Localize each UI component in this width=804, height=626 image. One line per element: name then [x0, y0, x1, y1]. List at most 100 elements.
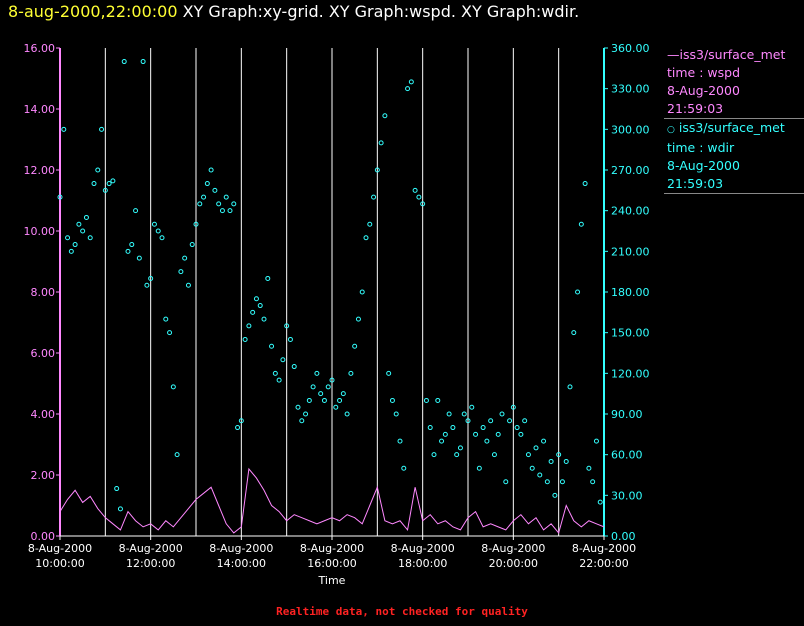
- wdir-data-point: [117, 506, 123, 512]
- left-y-tick-label: 4.00: [31, 408, 56, 421]
- wdir-data-point: [495, 431, 501, 437]
- wdir-data-point: [571, 330, 577, 336]
- wdir-data-point: [106, 181, 112, 187]
- wdir-data-point: [510, 404, 516, 410]
- x-tick-time-label: 12:00:00: [126, 557, 175, 570]
- wdir-data-point: [525, 452, 531, 458]
- legend-series-circle: ○ iss3/surface_met: [667, 119, 804, 139]
- circle-icon: ○: [667, 125, 675, 135]
- wdir-data-point: [393, 411, 399, 417]
- wdir-data-point: [514, 425, 520, 431]
- wdir-data-point: [212, 187, 218, 193]
- wdir-data-point: [507, 418, 513, 424]
- wdir-data-point: [257, 303, 263, 309]
- wdir-data-point: [253, 296, 259, 302]
- x-tick-time-label: 14:00:00: [217, 557, 266, 570]
- legend-time: 21:59:03: [667, 101, 724, 116]
- legend-series-line: —iss3/surface_met: [667, 47, 786, 62]
- title-timestamp: 8-aug-2000,22:00:00: [8, 2, 178, 21]
- wdir-data-point: [469, 404, 475, 410]
- left-y-tick-label: 8.00: [31, 286, 56, 299]
- wdir-data-point: [386, 370, 392, 376]
- wdir-data-point: [57, 194, 63, 200]
- wdir-data-point: [559, 479, 565, 485]
- left-y-tick-label: 10.00: [24, 225, 56, 238]
- wdir-data-point: [537, 472, 543, 478]
- wdir-data-point: [223, 194, 229, 200]
- right-y-tick-label: 270.00: [611, 164, 650, 177]
- x-tick-date-label: 8-Aug-2000: [391, 542, 455, 555]
- wdir-data-point: [80, 228, 86, 234]
- wdir-data-point: [329, 377, 335, 383]
- wdir-data-point: [242, 336, 248, 342]
- wdir-data-point: [446, 411, 452, 417]
- x-tick-time-label: 18:00:00: [398, 557, 447, 570]
- legend-series-name: iss3/surface_met: [679, 47, 786, 62]
- title-graph-list: XY Graph:xy-grid. XY Graph:wspd. XY Grap…: [182, 2, 580, 21]
- wdir-data-point: [544, 479, 550, 485]
- wdir-data-point: [129, 242, 135, 248]
- wdir-data-point: [348, 370, 354, 376]
- wdir-data-point: [397, 438, 403, 444]
- wdir-data-point: [125, 248, 131, 254]
- wdir-data-point: [72, 242, 78, 248]
- wdir-data-point: [87, 235, 93, 241]
- wdir-data-point: [155, 228, 161, 234]
- wdir-data-point: [136, 255, 142, 261]
- wdir-data-point: [284, 323, 290, 329]
- wdir-data-point: [197, 201, 203, 207]
- wdir-data-point: [378, 140, 384, 146]
- wdir-data-point: [163, 316, 169, 322]
- wdir-data-point: [401, 465, 407, 471]
- wdir-data-point: [590, 479, 596, 485]
- wdir-data-point: [91, 181, 97, 187]
- wdir-data-point: [582, 181, 588, 187]
- wdir-data-point: [208, 167, 214, 173]
- wdir-data-point: [439, 438, 445, 444]
- wdir-data-point: [314, 370, 320, 376]
- wdir-data-point: [310, 384, 316, 390]
- wdir-data-point: [503, 479, 509, 485]
- wdir-data-point: [593, 438, 599, 444]
- wdir-data-point: [476, 465, 482, 471]
- wdir-data-point: [355, 316, 361, 322]
- wdir-data-point: [427, 425, 433, 431]
- wdir-data-point: [457, 445, 463, 451]
- wdir-data-point: [227, 208, 233, 214]
- wdir-data-point: [201, 194, 207, 200]
- right-y-tick-label: 360.00: [611, 42, 650, 55]
- x-tick-date-label: 8-Aug-2000: [209, 542, 273, 555]
- wdir-data-point: [189, 242, 195, 248]
- wdir-data-point: [556, 452, 562, 458]
- wdir-data-point: [99, 126, 105, 132]
- wdir-data-point: [442, 431, 448, 437]
- x-tick-time-label: 10:00:00: [35, 557, 84, 570]
- wdir-data-point: [389, 397, 395, 403]
- wdir-data-point: [170, 384, 176, 390]
- wdir-data-point: [408, 79, 414, 85]
- wdir-data-point: [423, 397, 429, 403]
- wdir-data-point: [563, 458, 569, 464]
- wdir-data-point: [276, 377, 282, 383]
- wdir-data-point: [167, 330, 173, 336]
- wdir-data-point: [325, 384, 331, 390]
- legend-var: time : wspd: [667, 65, 741, 80]
- wdir-data-point: [121, 59, 127, 65]
- wdir-data-point: [586, 465, 592, 471]
- left-y-tick-label: 16.00: [24, 42, 56, 55]
- wdir-data-point: [548, 458, 554, 464]
- wdir-data-point: [61, 126, 67, 132]
- wdir-data-point: [318, 391, 324, 397]
- x-tick-time-label: 20:00:00: [489, 557, 538, 570]
- wdir-data-point: [185, 282, 191, 288]
- wdir-data-point: [178, 269, 184, 275]
- wdir-data-point: [567, 384, 573, 390]
- wdir-data-point: [303, 411, 309, 417]
- wdir-data-point: [465, 418, 471, 424]
- right-y-tick-label: 150.00: [611, 327, 650, 340]
- wdir-data-point: [473, 431, 479, 437]
- wdir-data-point: [269, 343, 275, 349]
- right-y-tick-label: 300.00: [611, 123, 650, 136]
- wdir-data-point: [575, 289, 581, 295]
